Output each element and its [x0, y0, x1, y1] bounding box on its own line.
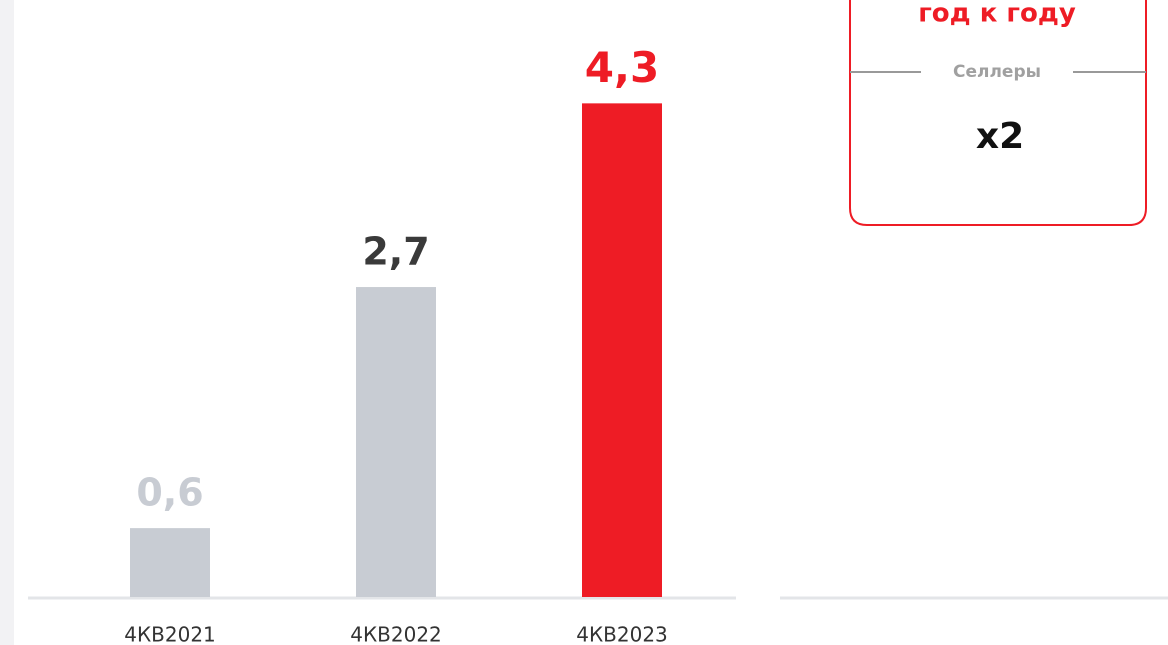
- x-tick-label: 4КВ2021: [124, 623, 216, 645]
- value-label: 4,3: [585, 43, 659, 92]
- value-label: 2,7: [362, 230, 429, 274]
- x-tick-label: 4КВ2023: [576, 623, 668, 645]
- x-tick-label: 4КВ2022: [350, 623, 442, 645]
- annotation-value: x2: [976, 116, 1024, 157]
- bar: [582, 103, 662, 598]
- value-label: 0,6: [136, 471, 203, 515]
- bar: [130, 528, 210, 597]
- bar: [356, 287, 436, 597]
- annotation-box: [849, 0, 1147, 226]
- annotation-label: Селлеры: [953, 62, 1041, 82]
- annotation-title: год к году: [918, 0, 1076, 29]
